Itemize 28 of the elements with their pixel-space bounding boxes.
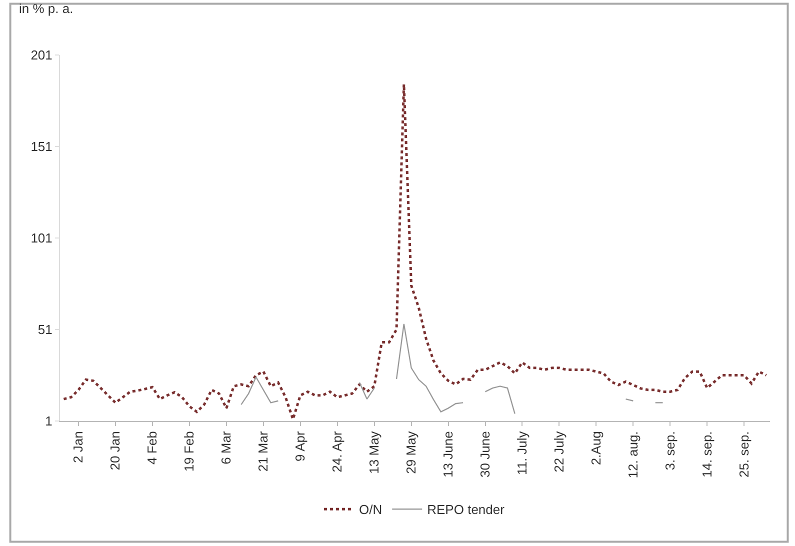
x-tick-label: 12. aug. <box>625 431 640 478</box>
y-tick-label: 51 <box>38 322 52 338</box>
line-series <box>62 83 768 420</box>
x-tick-label: 3. sep. <box>662 431 678 470</box>
x-tick-label: 29 May <box>404 430 419 474</box>
y-axis-title: in % p. a. <box>19 1 74 16</box>
legend-label: REPO tender <box>427 502 506 518</box>
x-tick-label: 24. Apr <box>330 430 345 472</box>
x-tick-label: 2 Jan <box>70 431 86 464</box>
x-tick-label: 6 Mar <box>218 430 234 464</box>
x-tick-label: 22 July <box>551 430 566 472</box>
y-tick-label: 101 <box>30 230 52 246</box>
x-tick-label: 2.Aug <box>588 431 604 466</box>
x-tick-label: 14. sep. <box>699 431 714 478</box>
x-tick-label: 20 Jan <box>108 431 123 470</box>
x-tick-label: 11. July <box>514 430 530 476</box>
x-tick-label: 25. sep. <box>736 431 752 478</box>
legend-label: O/N <box>359 502 382 518</box>
y-tick-label: 201 <box>30 48 52 63</box>
x-tick-label: 30 June <box>477 431 492 478</box>
x-tick-label: 9 Apr <box>292 430 308 462</box>
x-tick-label: 13 May <box>366 430 382 474</box>
y-tick-label: 151 <box>30 139 52 154</box>
x-tick-label: 19 Feb <box>182 431 197 472</box>
x-tick-label: 13 June <box>440 431 456 478</box>
y-tick-label: 1 <box>45 414 52 429</box>
x-tick-label: 21 Mar <box>256 430 271 472</box>
x-tick-label: 4 Feb <box>144 431 160 464</box>
